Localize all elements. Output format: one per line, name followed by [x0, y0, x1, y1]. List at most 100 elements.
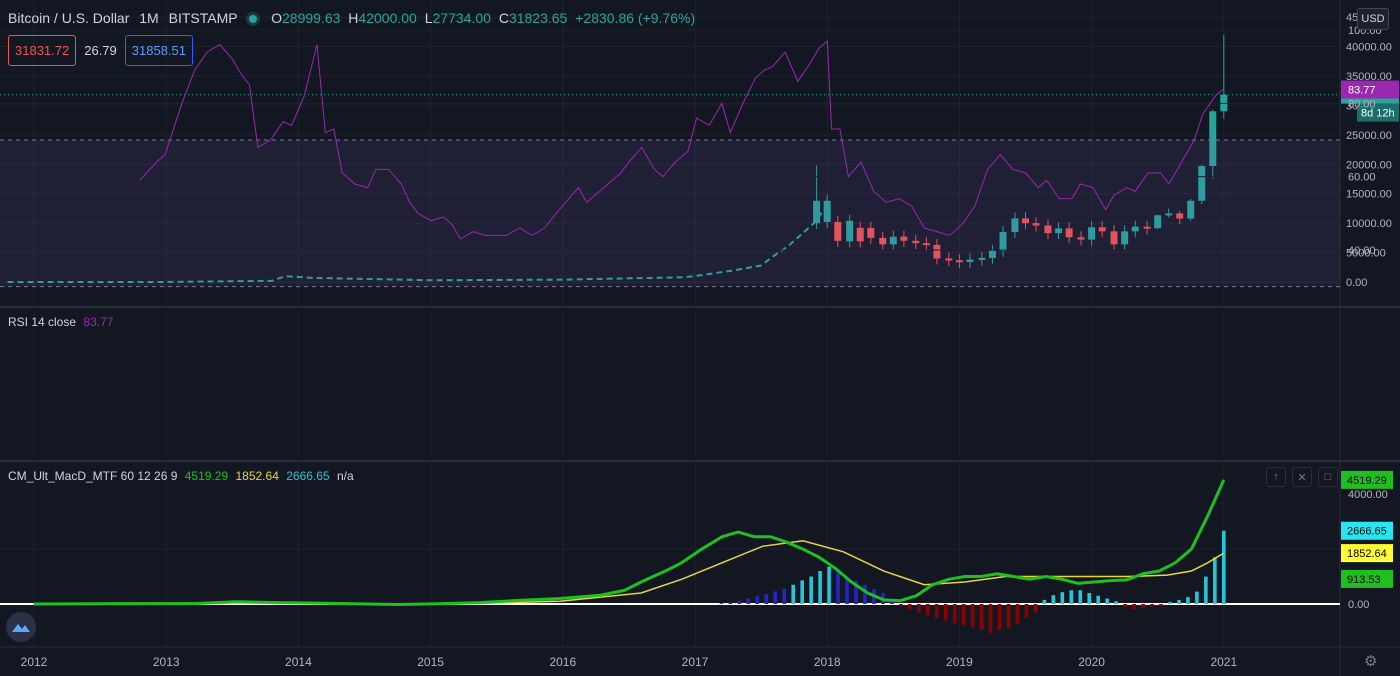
macd-histogram-bar [1141, 604, 1145, 609]
macd-legend-name: CM_Ult_MacD_MTF 60 12 26 9 [8, 469, 178, 483]
x-tick-label: 2020 [1078, 655, 1105, 669]
move-up-icon[interactable]: ↑ [1266, 467, 1286, 487]
candle-body [922, 243, 930, 246]
candle-body [1065, 228, 1073, 238]
y-tick-label: 10000.00 [1346, 218, 1392, 230]
macd-histogram-bar [916, 604, 921, 613]
x-tick-label: 2014 [285, 655, 312, 669]
macd-legend-v2: 1852.64 [235, 469, 279, 483]
macd-histogram-bar [791, 584, 796, 604]
candle-body [933, 244, 941, 259]
macd-histogram-bar [719, 603, 724, 604]
y-tick-label: 20000.00 [1346, 159, 1392, 171]
macd-legend-v3: 2666.65 [286, 469, 330, 483]
macd-histogram-bar [800, 580, 804, 604]
y-tick-label: 0.00 [1348, 599, 1369, 611]
candle-body [978, 257, 986, 260]
y-tick-label: 25000.00 [1346, 130, 1392, 142]
candle-body [1176, 213, 1184, 219]
x-tick-label: 2016 [549, 655, 576, 669]
macd-histogram-bar [782, 588, 787, 604]
candle-body [889, 236, 897, 245]
macd-histogram-bar [737, 600, 742, 604]
high-value: 42000.00 [358, 10, 417, 26]
pane-controls: ↑ ✕ □ [1266, 467, 1338, 487]
rsi-value-label-bg [1341, 80, 1399, 99]
rsi-band-fill [0, 140, 1340, 287]
macd-legend-v1: 4519.29 [184, 469, 229, 483]
candle-body [1187, 200, 1195, 219]
y-tick-label: 60.00 [1348, 172, 1376, 184]
maximize-icon[interactable]: □ [1318, 467, 1338, 487]
candle-body [955, 260, 963, 263]
rsi-legend[interactable]: RSI 14 close 83.77 [8, 315, 113, 329]
macd-histogram-bar [1204, 576, 1208, 604]
candle-body [1088, 227, 1096, 240]
candle-body [988, 250, 996, 258]
candle-body [1143, 226, 1151, 229]
change-value: +2830.86 (+9.76%) [575, 10, 696, 26]
macd-value-label-bg [1341, 521, 1393, 540]
candle-body [1110, 231, 1118, 245]
macd-value-label-bg [1341, 544, 1393, 563]
macd-value-label-bg [1341, 470, 1393, 489]
symbol-name[interactable]: Bitcoin / U.S. Dollar [8, 10, 130, 26]
symbol-interval[interactable]: 1M [139, 10, 159, 26]
y-tick-label: 40.00 [1348, 245, 1376, 257]
macd-histogram-bar [1195, 591, 1199, 604]
buy-button[interactable]: 31858.51 [124, 35, 194, 66]
macd-histogram-bar [1222, 530, 1226, 604]
candle-body [1032, 223, 1040, 226]
macd-signal-line [33, 540, 1225, 605]
candle-body [1022, 218, 1029, 224]
macd-histogram-bar [1087, 593, 1092, 604]
macd-legend[interactable]: CM_Ult_MacD_MTF 60 12 26 9 4519.29 1852.… [8, 469, 354, 483]
macd-histogram-bar [1177, 599, 1181, 604]
macd-histogram-bar [970, 604, 975, 628]
macd-histogram-bar [755, 596, 760, 604]
macd-histogram-bar [764, 594, 769, 604]
rsi-legend-name: RSI 14 close [8, 315, 77, 329]
macd-histogram-bar [1015, 604, 1020, 624]
currency-button[interactable]: USD [1357, 8, 1389, 30]
y-tick-label: 5000.00 [1346, 248, 1386, 260]
macd-value-label: 4519.29 [1347, 475, 1387, 487]
candle-body [966, 259, 974, 262]
macd-histogram-bar [997, 604, 1002, 631]
y-tick-label: 0.00 [1346, 277, 1367, 289]
macd-histogram-bar [899, 604, 903, 607]
macd-value-label: 1852.64 [1347, 548, 1387, 560]
countdown-label: 8d 12h [1361, 108, 1395, 120]
rsi-line [139, 39, 1225, 240]
rsi-legend-value: 83.77 [83, 315, 114, 329]
tradingview-logo-icon[interactable] [6, 612, 36, 642]
macd-histogram-bar [1069, 590, 1074, 604]
y-tick-label: 15000.00 [1346, 189, 1392, 201]
macd-histogram-bar [746, 598, 751, 604]
macd-histogram-bar [1006, 604, 1011, 629]
macd-histogram-bar [961, 604, 966, 625]
spread-value: 26.79 [84, 43, 117, 58]
macd-histogram-bar [1042, 599, 1047, 604]
macd-histogram-bar [943, 604, 948, 621]
macd-histogram-bar [925, 604, 930, 616]
candle-body [1209, 111, 1217, 167]
macd-value-label: 913.53 [1347, 574, 1381, 586]
x-tick-label: 2019 [946, 655, 973, 669]
macd-histogram-bar [908, 604, 912, 610]
sell-button[interactable]: 31831.72 [8, 35, 77, 66]
macd-histogram-bar [1024, 604, 1029, 618]
candle-body [1077, 237, 1085, 240]
macd-histogram-bar [818, 571, 822, 604]
close-icon[interactable]: ✕ [1292, 467, 1312, 487]
macd-histogram-bar [934, 604, 939, 619]
macd-histogram-bar [1150, 604, 1154, 607]
macd-histogram-bar [979, 604, 984, 631]
gear-icon[interactable]: ⚙ [1364, 653, 1378, 670]
x-tick-label: 2012 [21, 655, 48, 669]
macd-histogram-bar [1168, 601, 1172, 604]
candle-body [1198, 166, 1206, 201]
macd-histogram-bar [1123, 604, 1127, 607]
macd-histogram-bar [1114, 601, 1118, 604]
